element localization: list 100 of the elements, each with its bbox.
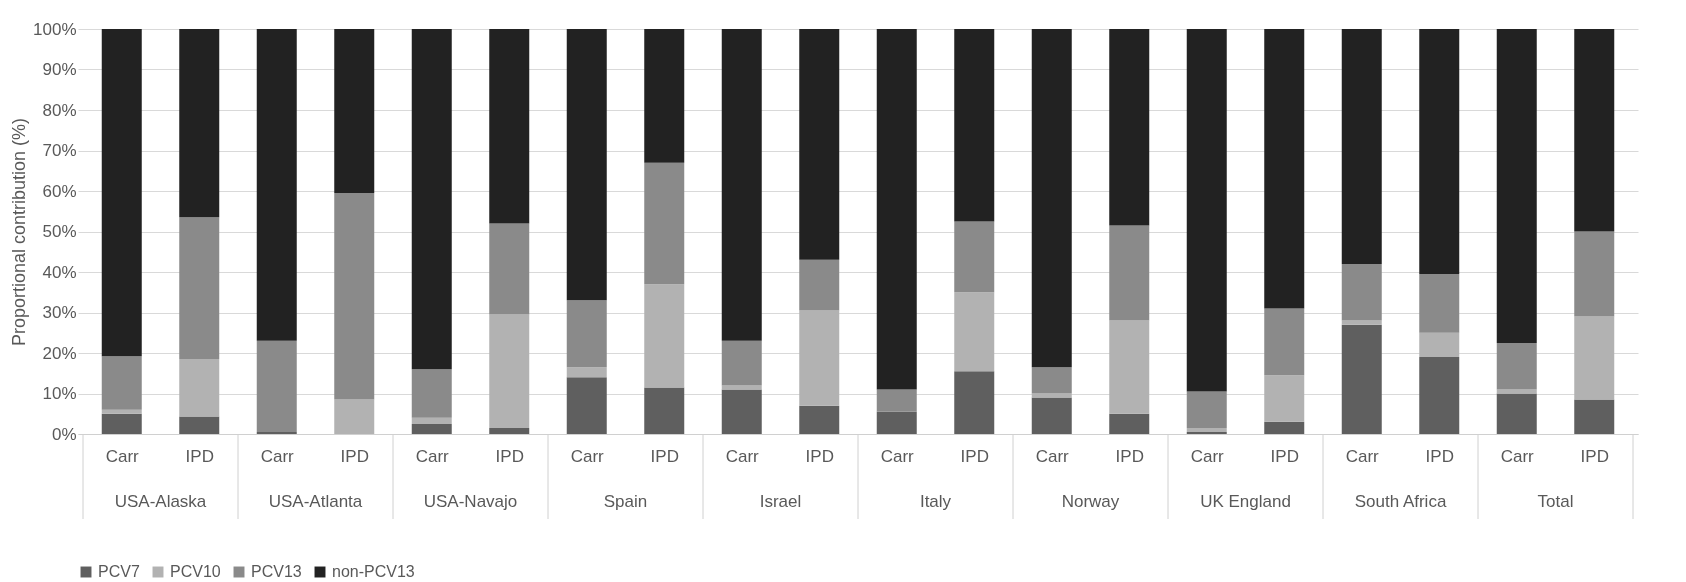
bar: [799, 310, 840, 406]
x-tick-label: Carr: [570, 446, 605, 466]
text: South Africa: [1354, 492, 1447, 511]
y-tick-label: 90%: [42, 60, 77, 79]
legend-label: non-PCV13: [332, 563, 415, 580]
bar: [101, 29, 142, 357]
bar: [489, 29, 530, 224]
bar: [179, 416, 220, 434]
legend-label: PCV13: [251, 563, 302, 580]
bar: [721, 389, 762, 434]
bar: [489, 427, 530, 434]
x-tick-label: IPD: [340, 446, 369, 466]
bar: [1496, 342, 1537, 390]
bar: [799, 259, 840, 311]
text: Norway: [1061, 492, 1120, 511]
bar: [644, 387, 685, 434]
y-tick-label: 80%: [42, 100, 77, 120]
bar: [799, 405, 840, 434]
bar: [1574, 29, 1615, 232]
x-tick-label: Carr: [1035, 446, 1070, 466]
x-tick-label: Carr: [260, 446, 295, 466]
bar: [1031, 393, 1072, 398]
bar: [644, 162, 685, 285]
bar: [1496, 29, 1537, 343]
bar: [799, 29, 840, 260]
x-tick-label: Carr: [1190, 446, 1225, 466]
bar: [179, 29, 220, 218]
bar: [1496, 389, 1537, 394]
bar: [954, 221, 995, 293]
x-tick-label: IPD: [805, 446, 834, 466]
bar: [1264, 308, 1305, 376]
bar: [1496, 393, 1537, 434]
x-tick-label: Carr: [415, 446, 450, 466]
bar: [876, 389, 917, 412]
bar: [1341, 29, 1382, 264]
bar: [1264, 375, 1305, 422]
bar: [1186, 29, 1227, 392]
bar: [1109, 413, 1150, 434]
y-tick-label: 30%: [42, 303, 77, 322]
text: USA-Navajo: [423, 492, 518, 511]
x-tick-label: Carr: [105, 446, 140, 466]
x-tick-label: Carr: [1345, 446, 1380, 466]
x-tick-label: Carr: [1500, 446, 1535, 466]
bar: [1186, 427, 1227, 432]
bar: [1031, 29, 1072, 368]
bar: [566, 29, 607, 301]
bar: [1419, 332, 1460, 358]
bar: [489, 314, 530, 428]
bar: [1574, 316, 1615, 400]
x-tick-label: IPD: [1270, 446, 1299, 466]
text: USA-Atlanta: [268, 492, 363, 511]
x-tick-label: IPD: [960, 446, 989, 466]
bar: [1341, 324, 1382, 434]
bar: [566, 300, 607, 368]
bar: [1031, 367, 1072, 394]
x-tick-label: IPD: [185, 446, 214, 466]
text: Total: [1537, 492, 1574, 511]
bar: [1264, 421, 1305, 434]
bar: [721, 340, 762, 386]
bar: [334, 193, 375, 400]
text: USA-Alaska: [114, 492, 207, 511]
y-axis-title: Proportional contribution (%): [9, 117, 30, 347]
bar: [1031, 397, 1072, 434]
y-tick-label: 40%: [42, 262, 77, 282]
bar: [721, 29, 762, 341]
bar: [721, 385, 762, 390]
bar: [256, 431, 297, 434]
x-tick-label: IPD: [1115, 446, 1144, 466]
legend-label: PCV10: [170, 563, 221, 580]
bar: [644, 284, 685, 388]
bar: [256, 29, 297, 341]
bar: [101, 356, 142, 410]
y-tick-label: 60%: [42, 181, 77, 201]
y-tick-label: 100%: [33, 19, 77, 39]
bar: [1419, 274, 1460, 333]
x-tick-label: IPD: [650, 446, 679, 466]
x-tick-label: IPD: [1580, 446, 1609, 466]
x-tick-label: IPD: [1425, 446, 1454, 466]
x-tick-label: Carr: [880, 446, 915, 466]
bar: [1419, 357, 1460, 434]
bar: [1109, 320, 1150, 414]
x-tick-label: IPD: [495, 446, 524, 466]
bar: [954, 29, 995, 222]
bar: [566, 367, 607, 378]
bar: [644, 29, 685, 163]
bar: [101, 413, 142, 434]
y-tick-label: 10%: [42, 384, 77, 403]
bar: [566, 377, 607, 434]
bar: [876, 411, 917, 434]
bar: [1109, 29, 1150, 226]
text: Spain: [603, 492, 648, 511]
bar: [411, 369, 452, 418]
bar: [954, 292, 995, 372]
bar: [1186, 391, 1227, 428]
bar: [1341, 320, 1382, 325]
bar: [334, 29, 375, 194]
bar: [101, 409, 142, 414]
bar: [1109, 225, 1150, 321]
bar: [1341, 263, 1382, 321]
y-tick-label: 20%: [42, 343, 77, 363]
